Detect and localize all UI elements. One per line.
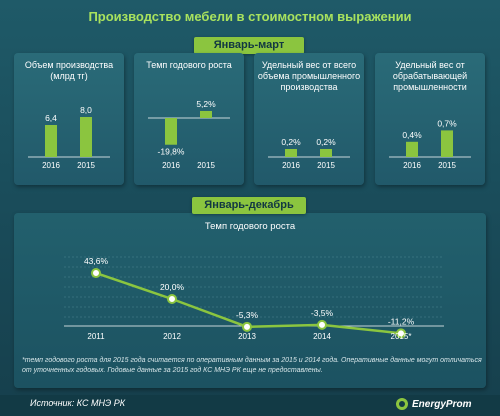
tick-label: 2015 (438, 161, 456, 170)
bar (45, 125, 57, 157)
mini-bar-chart: -19,8% 2016 5,2% 2015 (148, 99, 230, 170)
data-label: 0,2% (281, 137, 301, 147)
data-label: 0,4% (402, 130, 422, 140)
data-label: -5,3% (236, 310, 259, 320)
panel-title: Темп годового роста (146, 60, 232, 70)
bar (80, 117, 92, 157)
mini-bar-chart: 0,4% 2016 0,7% 2015 (389, 118, 471, 170)
tick-label: 2014 (313, 332, 331, 341)
bar (200, 110, 212, 118)
line-chart: 43,6% 2011 20,0% 2012 -5,3% 2013 -3,5% 2014 -11,… (64, 256, 444, 341)
data-label: 0,2% (316, 137, 336, 147)
panel-share-industry: Удельный вес от всего объема промышленно… (254, 53, 364, 185)
tick-label: 2015 (77, 161, 95, 170)
tick-label: 2016 (42, 161, 60, 170)
data-point (396, 328, 406, 339)
tick-label: 2013 (238, 332, 256, 341)
period-banner-jan-dec: Январь-декабрь (192, 197, 306, 214)
period-banner-jan-mar: Январь-март (194, 37, 304, 54)
tick-label: 2015 (197, 161, 215, 170)
bar (285, 149, 297, 157)
source-text: Источник: КС МНЭ РК (30, 398, 126, 408)
footer-bar (0, 395, 500, 416)
data-label: 20,0% (160, 282, 185, 292)
energyprom-logo: EnergyProm (396, 397, 471, 411)
tick-label: 2016 (403, 161, 421, 170)
data-label: -3,5% (311, 308, 334, 318)
panel-title: Удельный вес от обрабатывающей промышлен… (392, 60, 468, 92)
panel-title: Объем производства (млрд тг) (24, 60, 114, 81)
panel-production-volume: Объем производства (млрд тг) 6,4 2016 8,0 2… (14, 53, 124, 185)
page-title: Производство мебели в стоимостном выраже… (88, 9, 412, 24)
data-label: 43,6% (84, 256, 109, 266)
logo-text: EnergyProm (412, 398, 472, 410)
data-label: 8,0 (80, 105, 92, 115)
data-label: 0,7% (437, 118, 457, 128)
tick-label: 2011 (87, 332, 105, 341)
tick-label: 2012 (163, 332, 181, 341)
mini-bar-chart: 6,4 2016 8,0 2015 (28, 105, 110, 170)
tick-label: 2015* (391, 332, 412, 341)
tick-label: 2016 (162, 161, 180, 170)
bar (406, 141, 418, 157)
mini-bar-chart: 0,2% 2016 0,2% 2015 (268, 137, 350, 170)
data-point (317, 319, 327, 330)
data-point (167, 294, 177, 304)
line-chart-title: Темп годового роста (204, 221, 296, 232)
tick-label: 2015 (317, 161, 335, 170)
data-label: -11,2% (388, 316, 415, 326)
tick-label: 2016 (282, 161, 300, 170)
bar (320, 149, 332, 157)
panel-share-manufacturing: Удельный вес от обрабатывающей промышлен… (375, 53, 485, 185)
data-label: -19,8% (158, 147, 185, 157)
bar (441, 130, 453, 157)
data-point (242, 321, 252, 332)
panel-title: Удельный вес от всего объема промышленно… (257, 60, 361, 92)
data-label: 6,4 (45, 113, 57, 123)
data-label: 5,2% (196, 99, 216, 109)
data-point (91, 268, 101, 279)
footnote: *темп годового роста для 2015 года счита… (22, 357, 482, 374)
panel-growth-rate: Темп годового роста -19,8% 2016 5,2% 2015 (134, 53, 244, 185)
panel-annual-growth: Темп годового роста 43,6% 2011 20,0% 2012 -5… (14, 213, 486, 388)
bar (165, 118, 177, 145)
logo-icon (396, 398, 408, 410)
